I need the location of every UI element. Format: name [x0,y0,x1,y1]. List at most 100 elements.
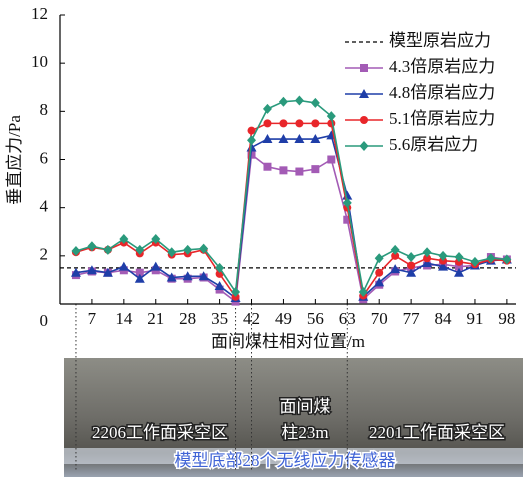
photo-label: 柱23m [281,423,328,442]
marker [294,95,304,106]
x-tick-label: 63 [339,309,356,328]
marker [359,141,369,151]
marker [359,89,369,98]
marker [134,273,145,283]
y-tick-label: 4 [40,197,49,216]
marker [215,262,225,273]
marker [406,252,416,263]
marker [374,277,385,287]
marker [135,244,145,255]
marker [150,261,161,271]
marker [390,264,401,274]
x-tick-label: 91 [466,309,483,328]
series [70,130,512,302]
marker [198,271,209,281]
sensor-strip [64,448,523,464]
marker [278,134,289,144]
photo-label: 2206工作面采空区 [92,423,228,442]
marker [360,116,368,124]
marker [358,286,368,297]
marker [103,244,113,255]
marker [438,261,449,271]
y-tick-label: 0 [40,311,49,330]
series-line [75,122,507,300]
marker [135,268,144,277]
marker [70,267,81,277]
x-tick-label: 56 [307,309,324,328]
marker [422,258,433,268]
marker [119,233,129,244]
marker [166,272,177,282]
y-tick-label: 12 [31,4,48,23]
marker [390,244,400,255]
marker [343,215,352,224]
y-tick-label: 6 [40,148,49,167]
marker [263,119,272,128]
marker [454,252,464,263]
marker [182,271,193,281]
marker [455,262,463,271]
marker [263,162,272,171]
marker [247,126,256,135]
series [71,95,512,297]
legend-label: 5.6原岩应力 [389,135,478,154]
x-tick-label: 70 [371,309,388,328]
y-tick-label: 10 [31,52,48,71]
marker [327,155,336,164]
x-axis-label: 面间煤柱相对位置/m [211,332,365,351]
legend: 模型原岩应力 4.3倍原岩应力 4.8倍原岩应力 5.1倍原岩应力 5.6原岩应力 [345,31,495,154]
marker [374,253,384,264]
marker [310,97,320,108]
marker [279,119,288,128]
photo-label: 模型底部28个无线应力传感器 [175,451,396,470]
marker [310,134,321,144]
marker [262,103,272,114]
y-tick-label: 8 [40,100,49,119]
x-tick-label: 14 [115,309,133,328]
marker [247,135,257,146]
marker [199,243,209,254]
x-tick-label: 49 [275,309,292,328]
marker [86,265,97,275]
marker [294,134,305,144]
marker [118,261,129,271]
marker [406,267,417,277]
marker [407,261,416,270]
x-tick-label: 7 [88,309,97,328]
series-line [75,99,507,295]
marker [470,256,480,267]
x-tick-label: 77 [403,309,421,328]
marker [486,253,496,264]
marker [183,244,193,255]
marker [391,251,400,260]
y-tick-label: 2 [40,245,49,264]
photo: 面间煤 柱23m 2206工作面采空区 2201工作面采空区 模型底部28个无线… [64,358,523,477]
x-tick-label: 84 [435,309,453,328]
marker [102,267,113,277]
marker [423,254,432,263]
legend-label: 模型原岩应力 [389,31,491,50]
marker [87,241,97,252]
marker [279,166,288,175]
marker [311,119,320,128]
marker [454,267,464,277]
marker [167,247,177,258]
x-tick-label: 98 [498,309,515,328]
y-axis-label: 垂直应力/Pa [5,115,24,205]
x-tick-label: 28 [179,309,196,328]
marker [360,64,368,72]
marker [262,134,273,144]
marker [231,286,241,297]
marker [151,233,161,244]
marker [375,268,384,277]
series-line [75,134,507,300]
x-tick-label: 35 [211,309,228,328]
marker [295,167,304,176]
marker [311,165,320,174]
legend-label: 5.1倍原岩应力 [389,109,495,128]
x-tick-label: 21 [147,309,164,328]
marker [422,247,432,258]
photo-label: 面间煤 [280,397,331,416]
marker [438,250,448,261]
